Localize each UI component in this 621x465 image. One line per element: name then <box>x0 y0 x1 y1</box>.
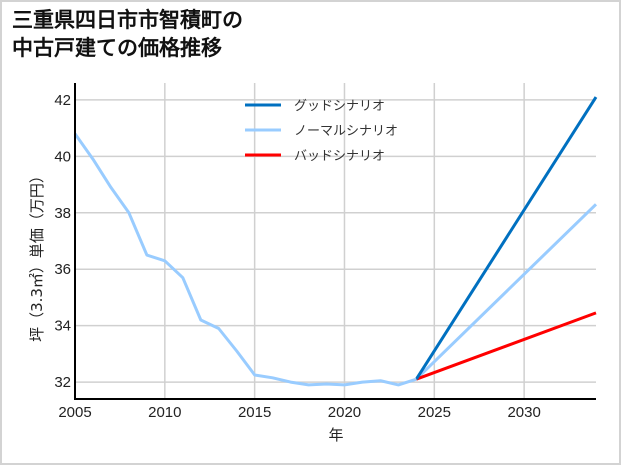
y-tick-label: 40 <box>54 148 71 165</box>
x-tick-label: 2025 <box>418 404 451 421</box>
data-lines <box>73 96 598 387</box>
axes <box>74 83 596 400</box>
legend-label: バッドシナリオ <box>294 149 385 164</box>
y-tick-label: 34 <box>54 318 71 335</box>
x-tick-label: 2015 <box>238 404 271 421</box>
series-line <box>73 132 417 387</box>
x-axis-label: 年 <box>328 426 343 444</box>
y-tick-label: 36 <box>54 261 71 278</box>
chart-title-line-1: 三重県四日市市智積町の <box>12 8 243 32</box>
chart-title: 三重県四日市市智積町の 中古戸建ての価格推移 <box>12 6 243 62</box>
x-tick-label: 2010 <box>148 404 181 421</box>
legend-item: ノーマルシナリオ <box>245 124 398 139</box>
series-line <box>415 96 598 381</box>
y-axis-label: 坪（3.3㎡）単価（万円） <box>28 168 46 342</box>
y-tick-label: 42 <box>54 92 71 109</box>
x-tick-label: 2030 <box>507 404 540 421</box>
x-tick-label: 2020 <box>328 404 361 421</box>
y-tick-labels: 32 34 36 38 40 42 <box>54 92 71 391</box>
y-tick-label: 32 <box>54 374 71 391</box>
chart-title-line-2: 中古戸建ての価格推移 <box>12 36 222 60</box>
x-tick-labels: 2005 2010 2015 2020 2025 2030 <box>58 404 541 421</box>
legend-item: グッドシナリオ <box>245 99 385 114</box>
legend-item: バッドシナリオ <box>245 149 385 164</box>
x-tick-label: 2005 <box>58 404 91 421</box>
series-line <box>415 203 598 381</box>
legend-label: ノーマルシナリオ <box>294 124 398 139</box>
y-tick-label: 38 <box>54 205 71 222</box>
legend-label: グッドシナリオ <box>294 99 385 114</box>
series-line <box>415 311 597 381</box>
